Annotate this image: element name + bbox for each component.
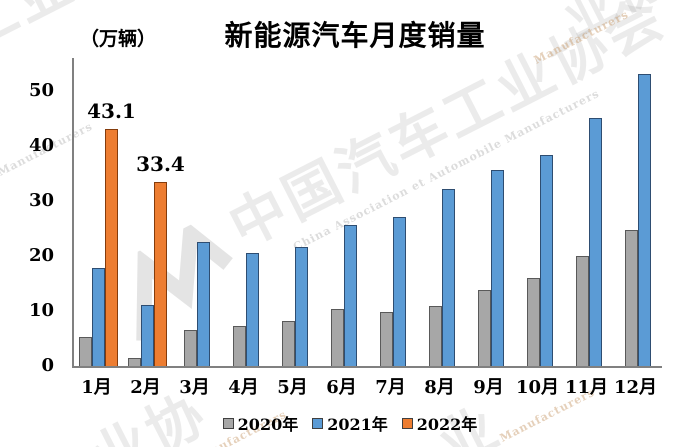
legend-swatch-icon — [222, 417, 234, 429]
bar-group-12月 — [613, 58, 662, 366]
bar-2020年-8月 — [428, 306, 442, 366]
bar-group-4月 — [221, 58, 270, 366]
plot-groups: 43.1 33.4 — [74, 58, 662, 366]
x-axis-label-11月: 11月 — [564, 377, 609, 398]
x-axis-label-5月: 5月 — [277, 377, 308, 398]
legend-label: 2022年 — [416, 415, 478, 434]
bar-2020年-10月 — [526, 278, 540, 366]
bar-2020年-11月 — [575, 256, 589, 366]
x-axis: 1月 2月 3月 4月 5月 6月 7月 8月 9月 10月 11月 12月 — [72, 373, 660, 399]
bar-2021年-6月 — [343, 225, 357, 366]
chart-title: 新能源汽车月度销量 — [224, 19, 486, 52]
bar-2020年-9月 — [477, 290, 491, 366]
legend-item-2020年: 2020年 — [222, 411, 299, 435]
bar-group-3月 — [172, 58, 221, 366]
x-axis-label-8月: 8月 — [424, 377, 455, 398]
legend-label: 2021年 — [327, 415, 388, 434]
bar-2021年-2月 — [141, 305, 154, 366]
bar-2020年-1月 — [79, 337, 92, 366]
bar-data-label: 33.4 — [136, 152, 185, 176]
legend-swatch-icon — [401, 417, 413, 429]
bar-2021年-4月 — [245, 253, 259, 366]
bar-group-8月 — [417, 58, 466, 366]
bar-2020年-2月 — [128, 358, 141, 366]
bar-2021年-7月 — [392, 217, 406, 366]
bar-2021年-1月 — [92, 268, 105, 366]
bar-group-5月 — [270, 58, 319, 366]
legend-item-2021年: 2021年 — [312, 411, 388, 435]
bar-2020年-3月 — [183, 330, 197, 366]
y-axis-tick-label: 10 — [28, 300, 54, 321]
bar-2022年-1月: 43.1 — [87, 99, 136, 366]
bar-2021年-12月 — [637, 74, 651, 366]
x-axis-label-2月: 2月 — [130, 377, 161, 398]
x-axis-label-3月: 3月 — [179, 377, 210, 398]
watermark-top-right: 业协 — [550, 0, 679, 51]
legend: 2020年 2021年 2022年 — [0, 411, 700, 435]
bar-2020年-6月 — [330, 309, 344, 366]
legend-item-2022年: 2022年 — [401, 411, 478, 435]
legend-label: 2020年 — [237, 415, 299, 434]
bar-2021年-10月 — [539, 155, 553, 366]
y-axis-unit-label: （万辆） — [80, 28, 157, 50]
bar-group-11月 — [564, 58, 613, 366]
x-axis-label-10月: 10月 — [515, 377, 560, 398]
bar-group-7月 — [368, 58, 417, 366]
y-axis-tick-label: 50 — [28, 80, 54, 101]
bar-group-10月 — [515, 58, 564, 366]
bar-group-2月: 33.4 — [123, 58, 185, 366]
bar-data-label: 43.1 — [87, 99, 136, 123]
x-axis-label-12月: 12月 — [613, 377, 658, 398]
bar-2021年-5月 — [294, 247, 308, 366]
y-axis-tick-label: 0 — [41, 355, 54, 376]
bar-2020年-5月 — [281, 321, 295, 366]
bar-2020年-4月 — [232, 326, 246, 366]
bar-group-1月: 43.1 — [74, 58, 136, 366]
bar-2020年-12月 — [624, 230, 638, 366]
legend-swatch-icon — [312, 417, 324, 429]
x-axis-label-7月: 7月 — [375, 377, 406, 398]
bar-2020年-7月 — [379, 312, 393, 366]
y-axis-tick-label: 30 — [28, 190, 54, 211]
y-axis: 0 10 20 30 40 50 — [0, 58, 64, 375]
x-axis-label-4月: 4月 — [228, 377, 259, 398]
bar-2022年-2月: 33.4 — [136, 152, 185, 366]
y-axis-tick-label: 40 — [28, 135, 54, 156]
x-axis-label-6月: 6月 — [326, 377, 357, 398]
bar-2021年-11月 — [588, 118, 602, 366]
bar-2021年-9月 — [490, 170, 504, 366]
x-axis-label-9月: 9月 — [473, 377, 504, 398]
bar-group-6月 — [319, 58, 368, 366]
watermark-cjk-text: 业协 — [554, 0, 677, 48]
y-axis-tick-label: 20 — [28, 245, 54, 266]
plot-area: 43.1 33.4 — [72, 58, 662, 368]
bar-2021年-3月 — [196, 242, 210, 366]
bar-2021年-8月 — [441, 189, 455, 366]
bar-group-9月 — [466, 58, 515, 366]
x-axis-label-1月: 1月 — [81, 377, 112, 398]
